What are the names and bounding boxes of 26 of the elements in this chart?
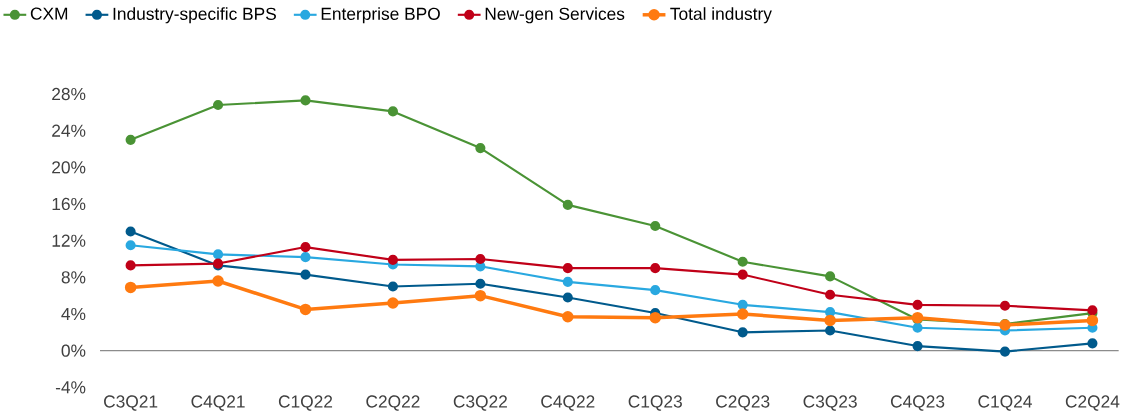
y-tick-label: 4% bbox=[61, 307, 86, 321]
y-tick-label: -4% bbox=[55, 381, 86, 394]
x-tick-label: C2Q22 bbox=[366, 395, 420, 411]
y-tick-label: 20% bbox=[52, 161, 86, 174]
y-tick-label: 28% bbox=[52, 87, 86, 101]
x-tick-label: C3Q23 bbox=[803, 395, 857, 411]
y-tick-label: 16% bbox=[52, 197, 86, 211]
x-tick-label: C3Q22 bbox=[453, 395, 507, 411]
y-tick-label: 0% bbox=[61, 344, 86, 357]
y-tick-label: 12% bbox=[52, 234, 86, 247]
y-tick-label: 24% bbox=[52, 124, 86, 137]
x-tick-label: C4Q22 bbox=[541, 395, 595, 411]
x-tick-label: C4Q21 bbox=[191, 395, 245, 411]
x-tick-label: C1Q23 bbox=[628, 395, 682, 411]
x-tick-label: C1Q22 bbox=[278, 395, 333, 411]
x-tick-label: C3Q21 bbox=[104, 395, 158, 411]
y-tick-label: 8% bbox=[61, 271, 86, 284]
legend-label: Enterprise BPO bbox=[321, 7, 440, 24]
legend-label: Industry-specific BPS bbox=[113, 7, 276, 24]
legend-label: New-gen Services bbox=[485, 7, 625, 24]
x-tick-label: C4Q23 bbox=[890, 395, 945, 411]
x-tick-label: C1Q24 bbox=[978, 395, 1032, 411]
legend-label: CXM bbox=[30, 7, 68, 20]
x-tick-label: C2Q23 bbox=[716, 395, 770, 411]
legend-label: Total industry bbox=[670, 7, 772, 24]
x-tick-label: C2Q24 bbox=[1065, 395, 1120, 411]
